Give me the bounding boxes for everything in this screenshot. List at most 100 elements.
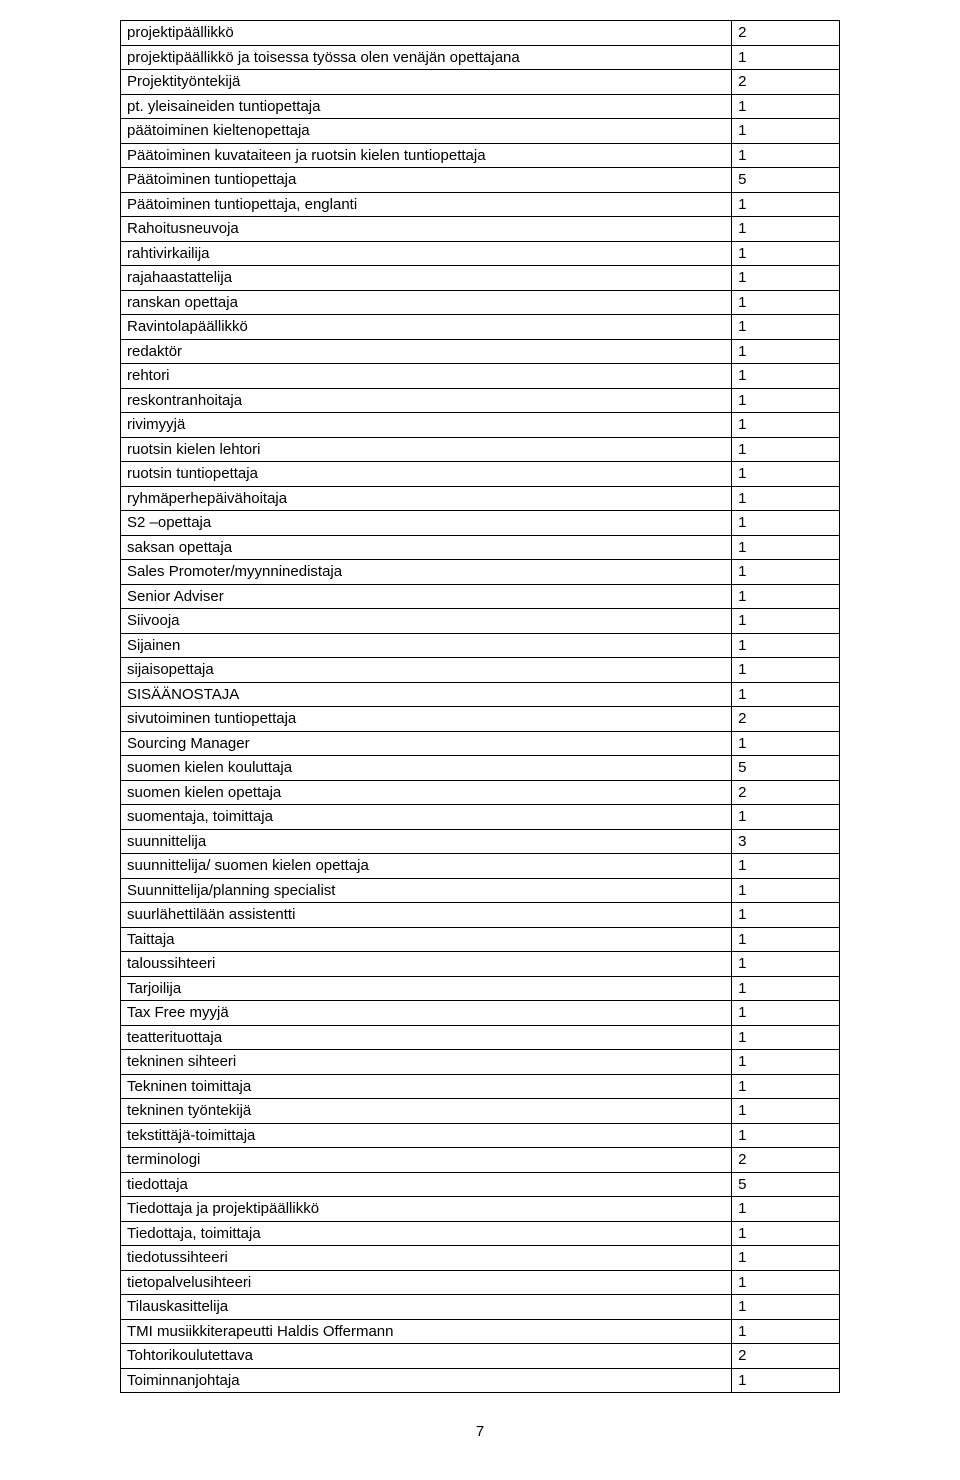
row-label: tietopalvelusihteeri (121, 1270, 732, 1295)
row-value: 1 (732, 1319, 840, 1344)
table-row: Projektityöntekijä2 (121, 70, 840, 95)
table-row: rivimyyjä1 (121, 413, 840, 438)
row-value: 1 (732, 854, 840, 879)
row-value: 2 (732, 1344, 840, 1369)
table-row: Päätoiminen tuntiopettaja5 (121, 168, 840, 193)
row-value: 2 (732, 1148, 840, 1173)
row-value: 1 (732, 633, 840, 658)
table-row: Taittaja1 (121, 927, 840, 952)
table-row: Rahoitusneuvoja1 (121, 217, 840, 242)
row-value: 1 (732, 535, 840, 560)
row-label: Päätoiminen kuvataiteen ja ruotsin kiele… (121, 143, 732, 168)
data-table: projektipäällikkö2projektipäällikkö ja t… (120, 20, 840, 1393)
table-row: S2 –opettaja1 (121, 511, 840, 536)
table-row: Tilauskasittelija1 (121, 1295, 840, 1320)
row-value: 1 (732, 45, 840, 70)
row-label: Rahoitusneuvoja (121, 217, 732, 242)
table-row: tiedotussihteeri1 (121, 1246, 840, 1271)
table-row: suomen kielen kouluttaja5 (121, 756, 840, 781)
table-row: rahtivirkailija1 (121, 241, 840, 266)
table-row: redaktör1 (121, 339, 840, 364)
row-value: 1 (732, 339, 840, 364)
row-label: Päätoiminen tuntiopettaja (121, 168, 732, 193)
row-label: tekninen sihteeri (121, 1050, 732, 1075)
row-label: suunnittelija/ suomen kielen opettaja (121, 854, 732, 879)
row-value: 1 (732, 1270, 840, 1295)
row-value: 1 (732, 1368, 840, 1393)
row-label: Siivooja (121, 609, 732, 634)
table-row: päätoiminen kieltenopettaja1 (121, 119, 840, 144)
row-label: ryhmäperhepäivähoitaja (121, 486, 732, 511)
row-value: 1 (732, 364, 840, 389)
row-value: 1 (732, 462, 840, 487)
table-row: Sales Promoter/myynninedistaja1 (121, 560, 840, 585)
row-value: 1 (732, 1001, 840, 1026)
table-body: projektipäällikkö2projektipäällikkö ja t… (121, 21, 840, 1393)
row-value: 1 (732, 1295, 840, 1320)
row-value: 1 (732, 682, 840, 707)
row-label: Sourcing Manager (121, 731, 732, 756)
row-value: 1 (732, 609, 840, 634)
table-row: Tekninen toimittaja1 (121, 1074, 840, 1099)
row-value: 1 (732, 143, 840, 168)
table-row: Tiedottaja ja projektipäällikkö1 (121, 1197, 840, 1222)
row-value: 1 (732, 486, 840, 511)
row-label: teatterituottaja (121, 1025, 732, 1050)
row-label: ruotsin kielen lehtori (121, 437, 732, 462)
row-label: suurlähettilään assistentti (121, 903, 732, 928)
row-value: 1 (732, 1123, 840, 1148)
table-row: projektipäällikkö ja toisessa työssa ole… (121, 45, 840, 70)
row-value: 1 (732, 266, 840, 291)
table-row: Tohtorikoulutettava2 (121, 1344, 840, 1369)
row-value: 1 (732, 511, 840, 536)
row-value: 1 (732, 1197, 840, 1222)
table-row: Tarjoilija1 (121, 976, 840, 1001)
row-value: 1 (732, 1025, 840, 1050)
table-row: pt. yleisaineiden tuntiopettaja1 (121, 94, 840, 119)
row-label: SISÄÄNOSTAJA (121, 682, 732, 707)
table-row: tiedottaja5 (121, 1172, 840, 1197)
table-row: ruotsin tuntiopettaja1 (121, 462, 840, 487)
row-value: 1 (732, 731, 840, 756)
row-value: 5 (732, 756, 840, 781)
row-value: 1 (732, 437, 840, 462)
row-label: Tekninen toimittaja (121, 1074, 732, 1099)
row-value: 1 (732, 119, 840, 144)
row-label: suomentaja, toimittaja (121, 805, 732, 830)
row-value: 1 (732, 1246, 840, 1271)
row-value: 1 (732, 658, 840, 683)
row-label: Tarjoilija (121, 976, 732, 1001)
table-row: rajahaastattelija1 (121, 266, 840, 291)
row-label: rivimyyjä (121, 413, 732, 438)
row-value: 1 (732, 1074, 840, 1099)
row-value: 1 (732, 1050, 840, 1075)
row-value: 1 (732, 290, 840, 315)
table-row: tekninen työntekijä1 (121, 1099, 840, 1124)
row-label: rajahaastattelija (121, 266, 732, 291)
row-value: 1 (732, 976, 840, 1001)
row-label: S2 –opettaja (121, 511, 732, 536)
row-label: tiedottaja (121, 1172, 732, 1197)
row-value: 2 (732, 21, 840, 46)
row-label: sivutoiminen tuntiopettaja (121, 707, 732, 732)
row-label: reskontranhoitaja (121, 388, 732, 413)
table-row: terminologi2 (121, 1148, 840, 1173)
row-label: terminologi (121, 1148, 732, 1173)
row-value: 1 (732, 241, 840, 266)
table-row: Ravintolapäällikkö1 (121, 315, 840, 340)
row-label: Sijainen (121, 633, 732, 658)
row-value: 1 (732, 560, 840, 585)
table-row: Toiminnanjohtaja1 (121, 1368, 840, 1393)
row-label: taloussihteeri (121, 952, 732, 977)
row-label: Senior Adviser (121, 584, 732, 609)
table-row: suomentaja, toimittaja1 (121, 805, 840, 830)
row-value: 5 (732, 1172, 840, 1197)
row-value: 2 (732, 780, 840, 805)
row-value: 1 (732, 1221, 840, 1246)
row-label: Tohtorikoulutettava (121, 1344, 732, 1369)
table-row: Päätoiminen kuvataiteen ja ruotsin kiele… (121, 143, 840, 168)
row-label: ruotsin tuntiopettaja (121, 462, 732, 487)
row-label: Projektityöntekijä (121, 70, 732, 95)
row-label: Ravintolapäällikkö (121, 315, 732, 340)
table-row: sijaisopettaja1 (121, 658, 840, 683)
